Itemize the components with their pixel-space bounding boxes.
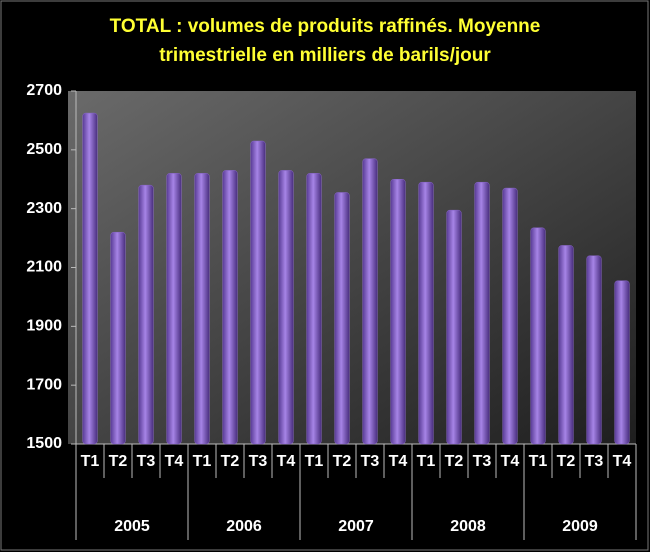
bar bbox=[530, 227, 546, 445]
bar bbox=[446, 209, 462, 445]
x-tick-label: T3 bbox=[361, 453, 380, 470]
x-tick-label: T4 bbox=[613, 453, 632, 470]
bar bbox=[166, 173, 182, 445]
y-tick-label: 1700 bbox=[26, 376, 62, 393]
year-label: 2009 bbox=[562, 518, 598, 535]
bar bbox=[306, 173, 322, 445]
x-tick-label: T2 bbox=[445, 453, 464, 470]
x-tick-label: T2 bbox=[221, 453, 240, 470]
bar bbox=[334, 192, 350, 445]
x-tick-label: T2 bbox=[557, 453, 576, 470]
x-tick-label: T1 bbox=[417, 453, 436, 470]
y-tick-label: 2100 bbox=[26, 259, 62, 276]
y-tick-label: 1900 bbox=[26, 318, 62, 335]
year-label: 2008 bbox=[450, 518, 486, 535]
x-tick-label: T3 bbox=[249, 453, 268, 470]
x-tick-label: T1 bbox=[81, 453, 100, 470]
bar bbox=[82, 112, 98, 445]
x-tick-label: T1 bbox=[193, 453, 212, 470]
bar bbox=[250, 140, 266, 445]
x-tick-label: T1 bbox=[305, 453, 324, 470]
y-tick-label: 2300 bbox=[26, 200, 62, 217]
bar bbox=[362, 158, 378, 445]
x-tick-label: T4 bbox=[501, 453, 520, 470]
year-label: 2007 bbox=[338, 518, 374, 535]
x-tick-label: T2 bbox=[109, 453, 128, 470]
bar bbox=[614, 280, 630, 445]
x-tick-label: T4 bbox=[165, 453, 184, 470]
bar bbox=[474, 181, 490, 445]
y-tick-label: 2500 bbox=[26, 141, 62, 158]
year-label: 2005 bbox=[114, 518, 150, 535]
x-tick-label: T3 bbox=[585, 453, 604, 470]
bar bbox=[502, 187, 518, 445]
year-label: 2006 bbox=[226, 518, 262, 535]
bar bbox=[278, 170, 294, 445]
x-tick-label: T4 bbox=[277, 453, 296, 470]
bar bbox=[138, 184, 154, 445]
x-tick-label: T1 bbox=[529, 453, 548, 470]
x-tick-label: T3 bbox=[473, 453, 492, 470]
bar bbox=[390, 179, 406, 445]
x-tick-label: T2 bbox=[333, 453, 352, 470]
chart-title: TOTAL : volumes de produits raffinés. Mo… bbox=[109, 16, 541, 66]
bar bbox=[110, 231, 126, 445]
bar bbox=[418, 181, 434, 445]
bar bbox=[194, 173, 210, 445]
y-tick-label: 2700 bbox=[26, 82, 62, 99]
bar bbox=[558, 245, 574, 445]
y-tick-label: 1500 bbox=[26, 435, 62, 452]
x-tick-label: T4 bbox=[389, 453, 408, 470]
bar bbox=[222, 170, 238, 445]
x-tick-label: T3 bbox=[137, 453, 156, 470]
bar bbox=[586, 255, 602, 445]
